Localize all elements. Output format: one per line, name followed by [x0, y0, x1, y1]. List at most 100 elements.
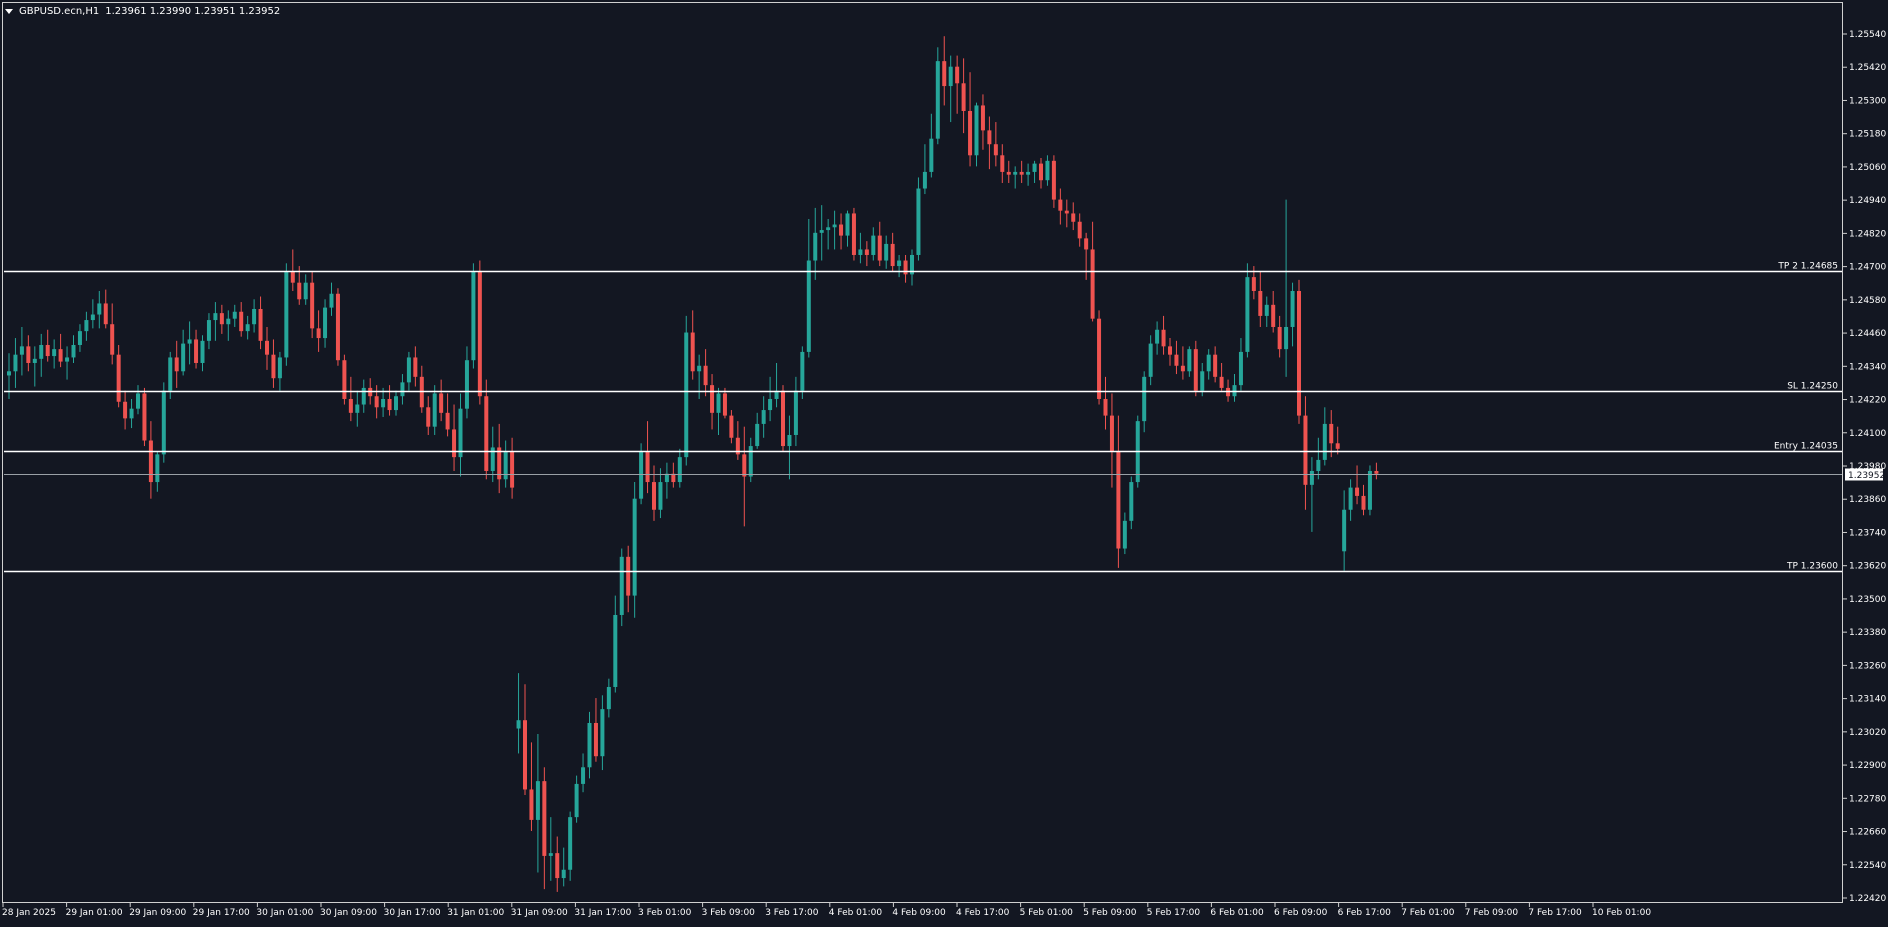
candle-body	[361, 387, 366, 405]
candle-body	[903, 260, 908, 275]
candle	[265, 326, 269, 370]
candle	[1000, 144, 1005, 183]
time-tick-label: 31 Jan 01:00	[447, 908, 504, 918]
candle	[329, 282, 334, 316]
candle-body	[1329, 423, 1334, 444]
candle	[806, 218, 811, 358]
candle	[19, 326, 24, 376]
candle	[1348, 479, 1353, 521]
time-axis[interactable]: 28 Jan 2025 29 Jan 01:00 29 Jan 09:00 29 Ja…	[2, 903, 1651, 918]
candle	[916, 177, 921, 261]
time-tick-label: 7 Feb 09:00	[1465, 908, 1519, 918]
candle-body	[664, 473, 669, 483]
candle	[800, 346, 805, 399]
candle	[658, 468, 663, 519]
candle	[290, 249, 295, 291]
candle-body	[645, 451, 650, 483]
time-tick-label: 4 Feb 01:00	[829, 908, 883, 918]
candle-body	[703, 365, 708, 386]
candle-body	[271, 354, 276, 379]
candle	[136, 385, 140, 415]
candle-body	[916, 188, 921, 255]
levels-layer: TP 2 1.24685 SL 1.24250 Entry 1.24035 TP 1.…	[4, 262, 1842, 573]
price-tick-label: 1.23740	[1849, 528, 1886, 538]
price-tick-label: 1.23020	[1849, 728, 1886, 738]
candle-body	[1006, 171, 1011, 175]
candle	[161, 382, 166, 463]
candle-body	[123, 401, 128, 419]
time-tick-label: 6 Feb 17:00	[1338, 908, 1392, 918]
candle	[374, 385, 379, 419]
candle-body	[77, 331, 82, 345]
candle	[200, 335, 205, 372]
candle	[1051, 155, 1056, 208]
price-axis[interactable]: 1.25540 1.25420 1.25300 1.25180 1.25060 1.249…	[1843, 30, 1886, 904]
candle	[510, 437, 515, 499]
candle	[226, 310, 231, 341]
candle-body	[200, 340, 205, 363]
candle-body	[387, 398, 392, 411]
candle	[148, 421, 153, 499]
candle-body	[316, 328, 321, 339]
candle-body	[1155, 329, 1160, 344]
candle	[1039, 158, 1043, 189]
candle	[761, 396, 766, 438]
candle	[606, 678, 611, 718]
candle	[323, 299, 328, 348]
candle-body	[400, 382, 405, 397]
candle-body	[323, 307, 328, 339]
candle	[1290, 282, 1295, 347]
candle	[639, 443, 644, 505]
candle	[387, 385, 392, 416]
candle-body	[1045, 160, 1050, 181]
candle-body	[148, 440, 153, 483]
candle	[742, 426, 747, 527]
price-tick-label: 1.23980	[1849, 462, 1886, 472]
price-tick-label: 1.23860	[1849, 495, 1886, 505]
candle	[587, 711, 592, 779]
time-tick-label: 3 Feb 17:00	[765, 908, 819, 918]
time-tick-label: 5 Feb 09:00	[1083, 908, 1137, 918]
candle	[271, 339, 276, 388]
candle	[1329, 410, 1334, 458]
candle-body	[1251, 277, 1256, 291]
candle-body	[335, 293, 340, 361]
price-tick-label: 1.25060	[1849, 163, 1886, 173]
candle-body	[684, 332, 689, 458]
candle-body	[213, 313, 218, 321]
candle-body	[90, 314, 95, 321]
candle	[1258, 271, 1263, 327]
candle	[897, 254, 902, 278]
candle	[394, 390, 398, 416]
candle	[1077, 213, 1082, 247]
candle	[729, 410, 734, 444]
candle	[1019, 160, 1024, 183]
candle-body	[290, 271, 295, 283]
candle	[1245, 263, 1250, 358]
time-tick-label: 5 Feb 01:00	[1020, 908, 1074, 918]
candle	[1355, 465, 1360, 505]
time-tick-label: 28 Jan 2025	[2, 908, 56, 918]
candle	[316, 310, 321, 352]
candle	[1103, 376, 1108, 430]
candle-body	[1071, 213, 1076, 222]
level-label: TP 2 1.24685	[1777, 262, 1838, 272]
candle-body	[735, 437, 740, 455]
candle-body	[226, 318, 231, 325]
candle-body	[1013, 171, 1018, 175]
candle-body	[161, 390, 166, 455]
triangle-down-icon[interactable]	[5, 8, 13, 14]
time-tick-label: 29 Jan 17:00	[193, 908, 250, 918]
time-tick-label: 3 Feb 09:00	[702, 908, 756, 918]
candle-body	[1129, 482, 1134, 521]
candle	[871, 227, 876, 261]
candle	[310, 271, 315, 339]
candle	[1361, 484, 1366, 516]
candle-body	[890, 243, 895, 267]
candle-body	[490, 447, 495, 471]
candle-body	[329, 293, 334, 308]
candle	[864, 241, 869, 267]
candle	[497, 423, 502, 494]
